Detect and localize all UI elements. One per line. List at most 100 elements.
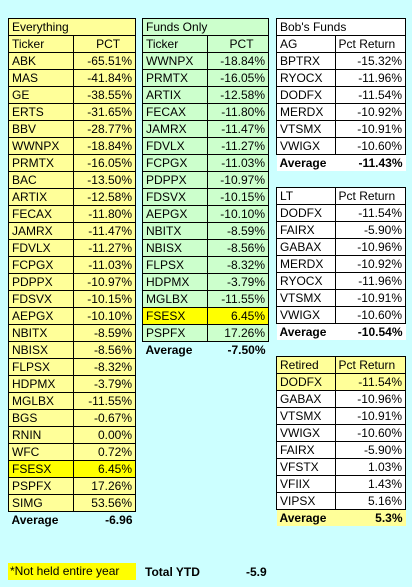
pct-cell: -8.59% [206,222,270,240]
ticker-cell: BAC [7,171,75,189]
ticker-cell: ARTIX [142,86,208,104]
ticker-cell: PDPPX [7,273,75,291]
pct-cell: -3.79% [206,273,270,291]
table-row: VIPSX 5.16% [276,492,407,510]
pct-cell: -11.27% [73,239,136,257]
ticker-cell: DODFX [276,86,336,104]
ticker-cell: JAMRX [7,222,75,240]
table-row: FCPGX -11.03% [7,256,136,274]
table-row: HDPMX -3.79% [7,375,136,393]
table-row: JAMRX -11.47% [7,222,136,240]
everything-average-value: -6.96 [105,513,133,527]
ticker-cell: FLPSX [142,256,208,274]
pct-cell: -13.50% [73,171,136,189]
table-row: FECAX -11.80% [7,205,136,223]
table-row: VTSMX -10.91% [276,407,407,425]
ticker-cell: NBISX [7,341,75,359]
table-row: MERDX -10.92% [276,103,407,121]
ticker-cell: DODFX [276,373,336,391]
pct-cell: -11.54% [334,86,407,104]
ticker-cell: FAIRX [276,441,336,459]
ticker-cell: RYOCX [276,69,336,87]
pct-cell: -12.58% [206,86,270,104]
lt-label: LT [276,187,336,205]
retired-average-label: Average [276,509,336,526]
pct-cell: -41.84% [73,69,136,87]
ticker-cell: ABK [7,52,75,70]
table-row: WFC 0.72% [7,443,136,461]
pct-cell: -31.65% [73,103,136,121]
ticker-cell: VTSMX [276,289,336,307]
ticker-cell: MERDX [276,103,336,121]
ticker-cell: NBITX [7,324,75,342]
pct-cell: -11.80% [73,205,136,223]
retired-col-pct: Pct Return [334,356,407,374]
pct-cell: -16.05% [206,69,270,87]
ticker-cell: MAS [7,69,75,87]
table-row: MGLBX -11.55% [7,392,136,410]
table-row: ARTIX -12.58% [142,86,270,104]
ticker-cell: VTSMX [276,120,336,138]
pct-cell: -12.58% [73,188,136,206]
funds-average-value: -7.50% [227,343,266,357]
pct-cell: -11.03% [73,256,136,274]
pct-cell: -10.97% [73,273,136,291]
table-row: DODFX -11.54% [276,86,407,104]
ticker-cell: AEPGX [142,205,208,223]
table-row: FSESX 6.45% [142,307,270,325]
ticker-cell: VWIGX [276,424,336,442]
table-row: RYOCX -11.96% [276,272,407,290]
pct-cell: -10.10% [206,205,270,223]
pct-cell: -10.60% [334,306,407,324]
table-row: FDVLX -11.27% [7,239,136,257]
pct-cell: -18.84% [206,52,270,70]
pct-cell: -8.56% [206,239,270,257]
table-row: ERTS -31.65% [7,103,136,121]
ticker-cell: WFC [7,443,75,461]
ticker-cell: BGS [7,409,75,427]
pct-cell: 5.16% [334,492,407,510]
ticker-cell: FLPSX [7,358,75,376]
pct-cell: -11.27% [206,137,270,155]
table-row: MERDX -10.92% [276,255,407,273]
pct-cell: -10.91% [334,289,407,307]
funds-only-table: Funds Only Ticker PCT WWNPX -18.84% PRMTX -… [142,18,270,358]
pct-cell: -10.60% [334,424,407,442]
pct-cell: -11.47% [206,120,270,138]
table-row: WWNPX -18.84% [142,52,270,70]
table-row: JAMRX -11.47% [142,120,270,138]
table-row: FAIRX -5.90% [276,441,407,459]
ticker-cell: VFSTX [276,458,336,476]
table-row: FDSVX -10.15% [7,290,136,308]
total-ytd-value: -5.9 [246,565,267,579]
pct-cell: -11.96% [334,69,407,87]
ticker-cell: WWNPX [142,52,208,70]
table-row: BPTRX -15.32% [276,52,407,70]
table-row: DODFX -11.54% [276,373,407,391]
pct-cell: -38.55% [73,86,136,104]
table-row: FLPSX -8.32% [7,358,136,376]
table-row: PDPPX -10.97% [7,273,136,291]
ag-average-label: Average [276,154,336,171]
ticker-cell: NBITX [142,222,208,240]
table-row: SIMG 53.56% [7,494,136,512]
table-row: PSPFX 17.26% [142,324,270,342]
ticker-cell: WWNPX [7,137,75,155]
pct-cell: -11.03% [206,154,270,172]
ticker-cell: GABAX [276,390,336,408]
ticker-cell: VWIGX [276,306,336,324]
ticker-cell: FSESX [142,307,208,325]
pct-cell: -5.90% [334,441,407,459]
pct-cell: 1.03% [334,458,407,476]
everything-col-pct: PCT [73,35,136,53]
table-row: AEPGX -10.10% [142,205,270,223]
table-row: MAS -41.84% [7,69,136,87]
table-row: RNIN 0.00% [7,426,136,444]
table-row: NBISX -8.56% [7,341,136,359]
ticker-cell: PDPPX [142,171,208,189]
table-row: PSPFX 17.26% [7,477,136,495]
table-row: VFIIX 1.43% [276,475,407,493]
table-row: PRMTX -16.05% [7,154,136,172]
ag-average-value: -11.43% [335,154,406,171]
funds-title: Funds Only [142,18,269,36]
